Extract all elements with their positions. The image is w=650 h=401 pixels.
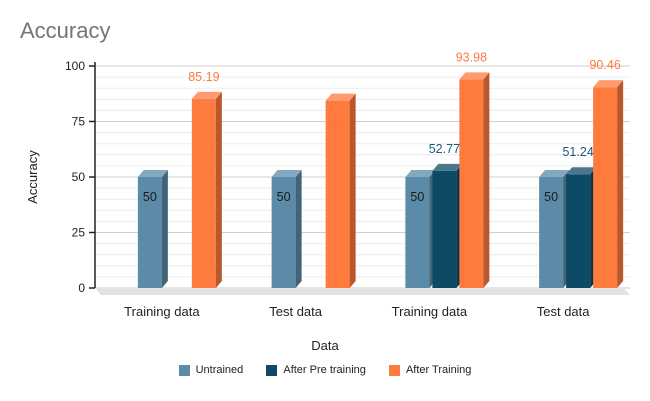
bar-after-training-4-top xyxy=(593,80,624,88)
bar-after-training-1-front xyxy=(191,98,216,288)
data-label: 51.24 xyxy=(562,145,593,159)
bar-untrained-1-top xyxy=(137,170,168,177)
bar-after-training-2-side xyxy=(349,93,356,288)
bar-after-training-4-side xyxy=(617,80,624,288)
y-axis-label: Accuracy xyxy=(25,150,40,204)
x-tick-label: Test data xyxy=(269,304,323,319)
legend-label-after-training: After Training xyxy=(405,364,472,376)
bar-untrained-2-side xyxy=(295,170,302,288)
chart-title: Accuracy xyxy=(20,18,111,43)
bar-untrained-4-top xyxy=(539,170,570,177)
chart-floor xyxy=(95,288,630,295)
bar-untrained-4-front xyxy=(539,177,564,288)
legend-item-after-pre-training[interactable]: After Pre training xyxy=(266,364,366,376)
data-label: 85.19 xyxy=(188,70,219,84)
bar-after-training-2-front xyxy=(325,100,350,289)
bar-after-pre-training-3-front xyxy=(432,170,457,288)
data-label: 50 xyxy=(410,190,424,204)
bar-after-training-3-side xyxy=(483,72,490,288)
legend-label-untrained: Untrained xyxy=(195,364,244,376)
bar-untrained-3-top xyxy=(405,170,436,177)
bar-after-training-1-top xyxy=(191,91,222,99)
data-label: 50 xyxy=(544,190,558,204)
y-tick-label: 50 xyxy=(72,170,86,184)
bar-after-pre-training-3-top xyxy=(432,163,463,171)
y-tick-label: 100 xyxy=(65,59,85,73)
bar-after-training-4-front xyxy=(593,87,618,288)
x-tick-label: Test data xyxy=(537,304,591,319)
data-label: 50 xyxy=(143,190,157,204)
x-tick-label: Training data xyxy=(392,304,468,319)
legend-swatch-untrained xyxy=(178,364,190,376)
bar-after-training-3-top xyxy=(459,72,490,80)
x-tick-label: Training data xyxy=(124,304,200,319)
data-label: 90.46 xyxy=(589,58,620,72)
data-label: 52.77 xyxy=(429,142,460,156)
bar-untrained-1-side xyxy=(161,170,168,288)
legend-swatch-after-training xyxy=(388,364,400,376)
data-label: 50 xyxy=(277,190,291,204)
legend-item-after-training[interactable]: After Training xyxy=(388,364,472,376)
x-axis-label: Data xyxy=(311,338,339,353)
bar-untrained-2-front xyxy=(271,177,296,288)
y-tick-label: 25 xyxy=(72,226,86,240)
legend-label-after-pre-training: After Pre training xyxy=(283,364,366,376)
data-label: 84.4 xyxy=(325,116,349,130)
bar-after-training-3-front xyxy=(459,79,484,288)
legend-item-untrained[interactable]: Untrained xyxy=(178,364,244,376)
bar-after-pre-training-4-front xyxy=(566,174,591,288)
y-tick-label: 75 xyxy=(72,115,86,129)
bar-untrained-1-front xyxy=(137,177,162,288)
legend-swatch-after-pre-training xyxy=(266,364,278,376)
bar-after-training-2-top xyxy=(325,93,356,101)
bar-after-pre-training-4-top xyxy=(566,167,597,175)
legend: Untrained After Pre training After Train… xyxy=(0,364,650,379)
y-tick-label: 0 xyxy=(78,281,85,295)
data-label: 93.98 xyxy=(456,50,487,64)
bar-untrained-2-top xyxy=(271,170,302,177)
bar-after-training-1-side xyxy=(215,91,222,288)
bar-untrained-3-front xyxy=(405,177,430,288)
